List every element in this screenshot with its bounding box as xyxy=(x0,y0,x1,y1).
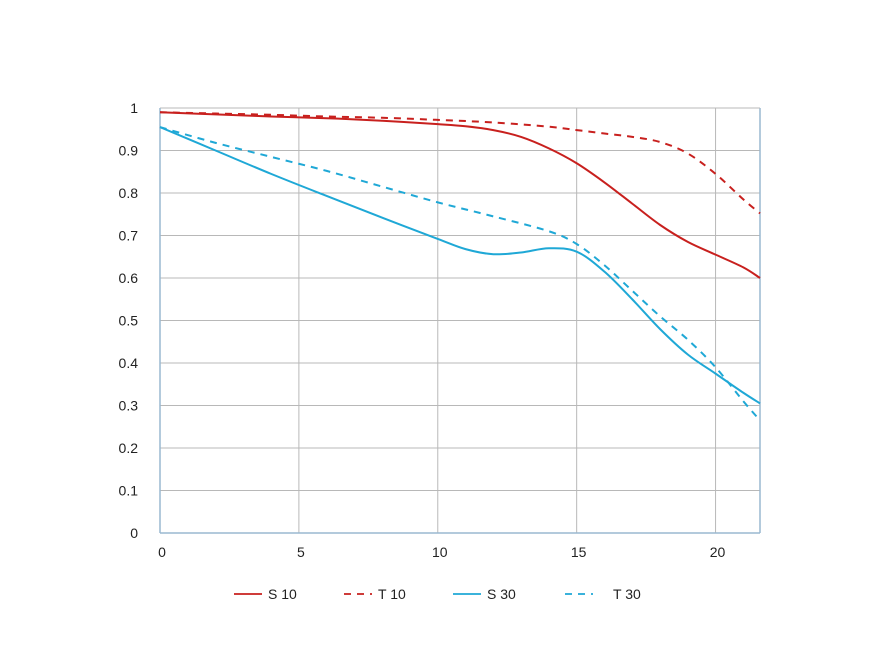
grid xyxy=(160,107,760,534)
legend-label-s-30: S 30 xyxy=(487,586,516,602)
y-tick-label: 0.6 xyxy=(119,270,139,286)
y-tick-label: 0.2 xyxy=(119,440,139,456)
y-tick-label: 0.1 xyxy=(119,483,139,499)
legend-label-t-10: T 10 xyxy=(378,586,406,602)
y-tick-label: 0.7 xyxy=(119,228,139,244)
series-line-t-30 xyxy=(159,126,761,422)
x-tick-label: 15 xyxy=(571,544,587,560)
x-tick-label: 0 xyxy=(158,544,166,560)
y-tick-label: 1 xyxy=(130,100,138,116)
y-tick-label: 0.4 xyxy=(119,355,139,371)
x-tick-label: 10 xyxy=(432,544,448,560)
y-tick-label: 0 xyxy=(130,525,138,541)
x-tick-label: 20 xyxy=(710,544,726,560)
series-line-s-10 xyxy=(159,111,761,279)
y-tick-label: 0.8 xyxy=(119,185,139,201)
legend-label-t-30: T 30 xyxy=(613,586,641,602)
series-line-s-30 xyxy=(159,126,761,405)
y-tick-label: 0.3 xyxy=(119,398,139,414)
y-tick-label: 0.5 xyxy=(119,313,139,329)
series-line-t-10 xyxy=(159,111,761,215)
y-tick-label: 0.9 xyxy=(119,143,139,159)
legend: S 10 T 10 S 30 T 30 xyxy=(234,586,641,602)
axes: 00.10.20.30.40.50.60.70.80.910 5 10 15 20 xyxy=(119,100,761,560)
series-lines xyxy=(159,111,761,422)
x-tick-label: 5 xyxy=(297,544,305,560)
legend-label-s-10: S 10 xyxy=(268,586,297,602)
